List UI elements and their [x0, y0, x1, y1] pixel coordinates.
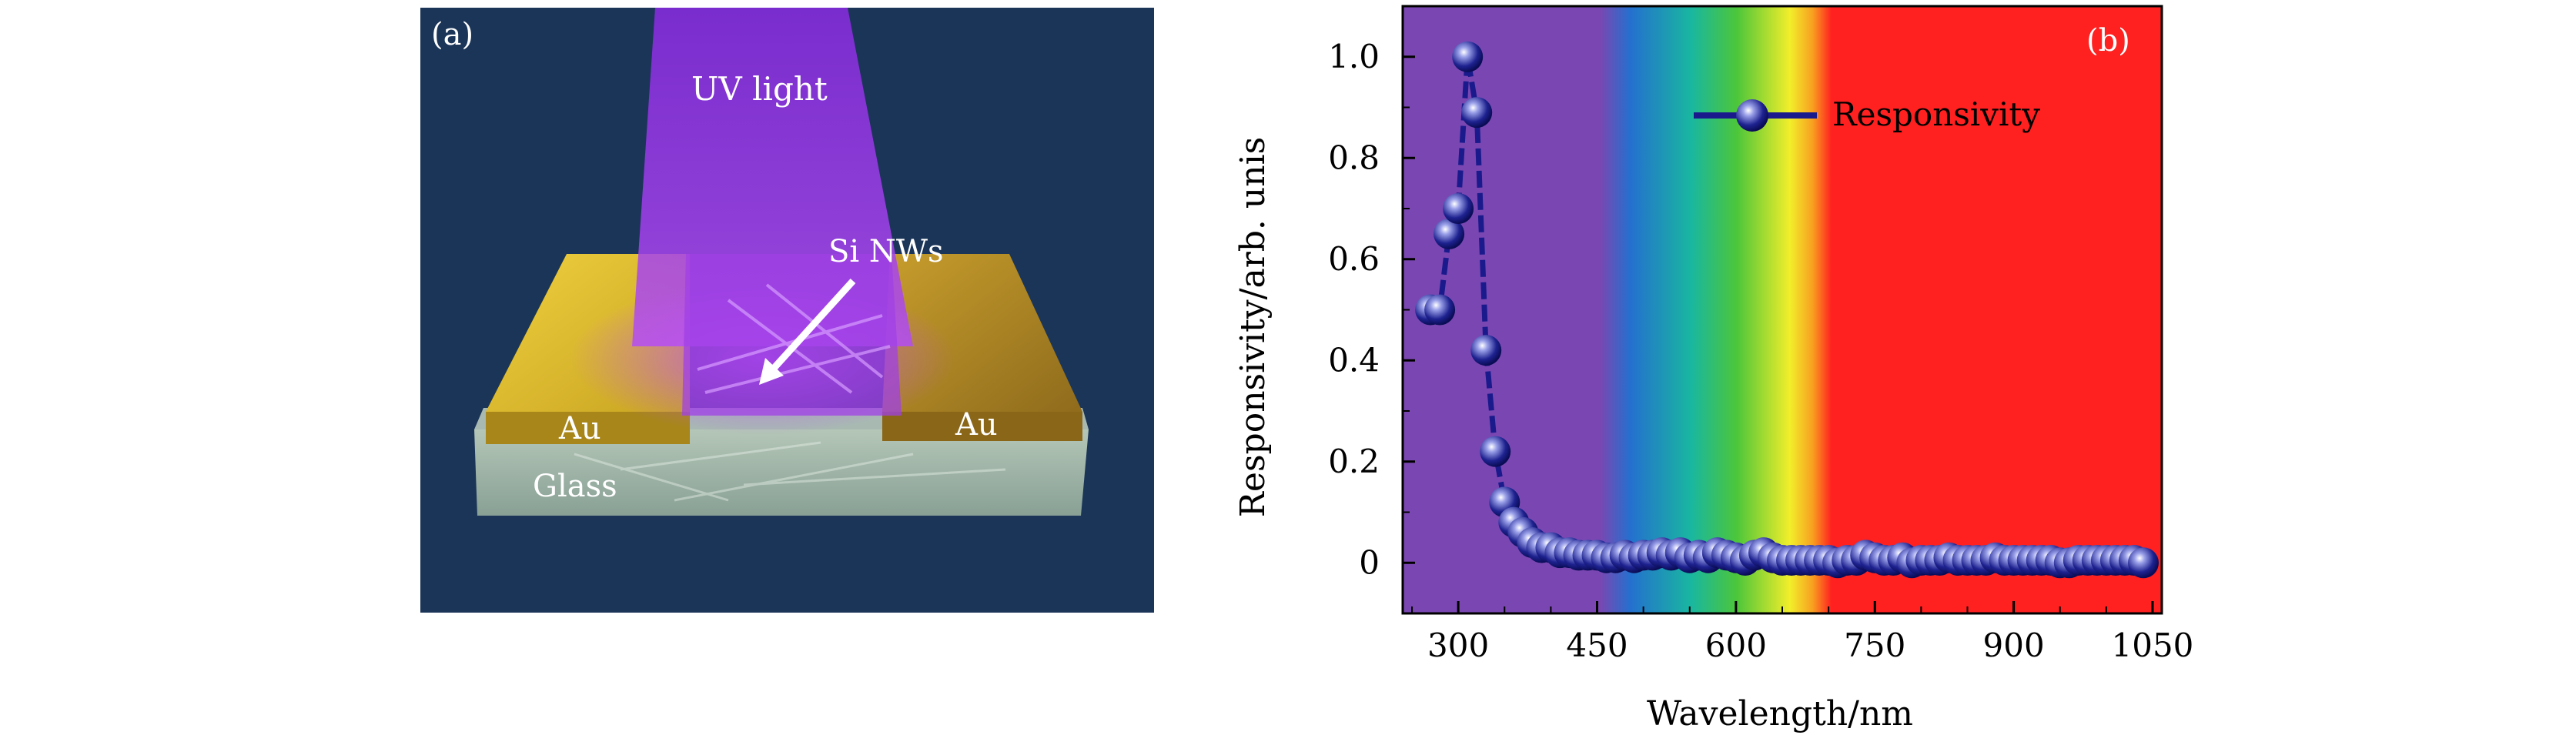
uv-light-label: UV light	[691, 70, 828, 108]
x-tick-label: 450	[1566, 626, 1628, 664]
y-tick-label: 0	[1359, 543, 1380, 581]
data-point	[1452, 41, 1484, 72]
panel-label-b: (b)	[2086, 23, 2130, 58]
si-nanowires-label: Si NWs	[828, 234, 944, 269]
y-tick-label: 0.8	[1328, 139, 1380, 176]
tick-labels: 300 450 600 750 900 1050 0 0.2 0.4 0.6 0.8 1.0	[1328, 38, 2193, 664]
data-point	[1434, 218, 1465, 249]
nanowire-channel	[682, 254, 902, 416]
x-tick-label: 300	[1427, 626, 1489, 664]
legend-marker	[1736, 99, 1768, 132]
y-axis-title: Responsivity/arb. unis	[1233, 137, 1273, 517]
x-axis-title: Wavelength/nm	[1647, 694, 1913, 733]
panel-label-a: (a)	[431, 17, 473, 52]
responsivity-chart: 300 450 600 750 900 1050 0 0.2 0.4 0.6 0.8 1.0 Resp…	[1233, 5, 2193, 733]
au-right-label: Au	[955, 407, 998, 443]
legend: Responsivity	[1694, 95, 2040, 133]
nanowire-arrow	[759, 278, 856, 385]
spectrum-background	[1403, 6, 2162, 613]
device-schematic: (a) UV light Si NWs Au Au Glass	[420, 8, 1154, 613]
y-tick-label: 0.4	[1328, 341, 1380, 379]
gold-electrode-right-side	[882, 412, 1082, 441]
x-tick-label: 750	[1844, 626, 1905, 664]
data-point	[1461, 97, 1493, 129]
plot-frame	[1401, 5, 2163, 615]
data-point	[1480, 436, 1511, 467]
nanowire-texture	[574, 441, 1006, 502]
data-point	[1443, 193, 1474, 224]
data-point	[2128, 547, 2159, 579]
legend-label: Responsivity	[1832, 95, 2040, 133]
y-tick-label: 1.0	[1328, 38, 1380, 75]
x-tick-label: 1050	[2112, 626, 2194, 664]
data-point	[1470, 335, 1502, 366]
glass-label: Glass	[533, 469, 617, 504]
responsivity-markers	[1415, 41, 2159, 579]
y-tick-label: 0.2	[1328, 443, 1380, 480]
data-point	[1424, 294, 1456, 326]
y-tick-label: 0.6	[1328, 240, 1380, 278]
glass-substrate	[474, 429, 1089, 516]
au-left-label: Au	[558, 411, 601, 446]
x-tick-label: 600	[1705, 626, 1767, 664]
x-tick-label: 900	[1983, 626, 2045, 664]
